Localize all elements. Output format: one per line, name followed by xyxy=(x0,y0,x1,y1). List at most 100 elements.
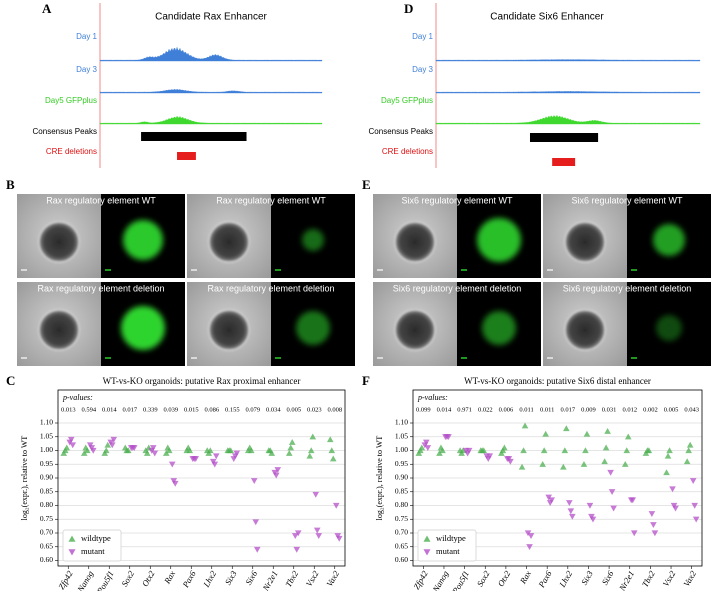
p-value: 0.031 xyxy=(602,406,617,413)
p-value: 0.014 xyxy=(437,406,452,413)
gfp-signal xyxy=(121,306,165,350)
y-tick-label: 0.65 xyxy=(395,541,408,550)
wildtype-marker xyxy=(328,447,336,454)
wildtype-marker xyxy=(104,441,112,448)
wildtype-marker xyxy=(165,447,173,454)
signal-track xyxy=(435,59,701,62)
track-title: Candidate Rax Enhancer xyxy=(155,12,267,23)
mutant-marker xyxy=(672,505,679,512)
mutant-marker xyxy=(293,546,301,553)
mutant-marker xyxy=(253,546,261,553)
mutant-marker xyxy=(212,453,220,460)
gfp-signal xyxy=(302,229,324,251)
legend-label: wildtype xyxy=(436,533,466,543)
mutant-marker xyxy=(445,434,452,441)
y-tick-label: 1.05 xyxy=(40,431,53,440)
wildtype-marker xyxy=(439,447,446,454)
x-tick-label: Nr2e1 xyxy=(616,569,636,591)
x-tick-label: Pax6 xyxy=(536,568,554,590)
cre-deletion xyxy=(177,152,196,160)
wildtype-marker xyxy=(309,433,317,440)
wildtype-marker xyxy=(521,422,529,429)
p-value: 0.017 xyxy=(122,406,137,413)
y-tick-label: 1.10 xyxy=(395,418,408,427)
p-value: 0.005 xyxy=(664,406,679,413)
y-tick-label: 0.95 xyxy=(40,459,53,468)
wildtype-marker xyxy=(480,447,488,454)
p-value: 0.011 xyxy=(540,406,554,413)
wildtype-marker xyxy=(539,460,546,467)
wildtype-marker xyxy=(306,452,314,459)
p-value: 0.971 xyxy=(457,406,472,413)
image-label: Six6 regulatory element WT xyxy=(401,195,513,205)
gfp-signal xyxy=(296,311,330,345)
wildtype-marker xyxy=(542,430,549,437)
p-value: 0.155 xyxy=(225,406,240,413)
x-tick-label: Nanog xyxy=(75,569,95,591)
wildtype-marker xyxy=(520,447,527,454)
mutant-marker xyxy=(589,516,597,523)
cre-deletion xyxy=(552,158,576,166)
wildtype-marker xyxy=(206,447,214,454)
p-value: 0.014 xyxy=(102,406,117,413)
wildtype-marker xyxy=(602,444,610,451)
p-value: 0.009 xyxy=(581,406,596,413)
p-value: 0.043 xyxy=(684,406,699,413)
y-axis-label: log₂(expr.), relative to WT xyxy=(20,436,29,521)
p-value: 0.039 xyxy=(163,406,178,413)
gfp-signal xyxy=(653,224,685,256)
p-value: 0.339 xyxy=(143,406,158,413)
p-value: 0.079 xyxy=(245,406,260,413)
x-tick-label: Vsx2 xyxy=(304,568,321,588)
wildtype-marker xyxy=(247,447,255,454)
mutant-marker xyxy=(607,469,614,476)
organoid xyxy=(394,221,436,263)
x-tick-label: Lhx2 xyxy=(201,568,219,589)
image-label: Rax regulatory element deletion xyxy=(37,283,164,293)
mutant-marker xyxy=(315,533,323,540)
mutant-marker xyxy=(294,530,302,537)
wildtype-marker xyxy=(560,463,567,470)
signal-track xyxy=(435,91,701,94)
plot-frame xyxy=(412,389,703,567)
consensus-peak xyxy=(141,132,247,141)
mutant-marker xyxy=(566,500,573,507)
panel-label: C xyxy=(6,373,15,388)
mutant-marker xyxy=(291,533,299,540)
chart-title: WT-vs-KO organoids: putative Six6 distal… xyxy=(464,376,651,386)
y-tick-label: 0.70 xyxy=(395,528,408,537)
y-tick-label: 0.75 xyxy=(40,514,53,523)
y-tick-label: 1.00 xyxy=(40,445,53,454)
wildtype-marker xyxy=(666,447,673,454)
wildtype-marker xyxy=(63,444,71,451)
y-tick-label: 0.80 xyxy=(40,500,53,509)
wildtype-marker xyxy=(580,460,588,467)
wildtype-marker xyxy=(124,447,132,454)
y-tick-label: 0.95 xyxy=(395,459,408,468)
wildtype-marker xyxy=(285,449,293,456)
mutant-marker xyxy=(689,478,697,485)
wildtype-marker xyxy=(604,427,611,434)
mutant-marker xyxy=(130,445,138,452)
mutant-marker xyxy=(527,533,535,540)
y-tick-label: 0.60 xyxy=(40,555,53,564)
mutant-marker xyxy=(526,544,533,551)
mutant-marker xyxy=(272,472,280,479)
p-value: 0.034 xyxy=(266,406,281,413)
mutant-marker xyxy=(465,447,473,454)
organoid xyxy=(564,221,606,263)
mutant-marker xyxy=(548,497,555,504)
wildtype-marker xyxy=(501,444,508,451)
x-tick-label: Otx2 xyxy=(495,568,512,588)
p-value: 0.006 xyxy=(499,406,514,413)
x-tick-label: Nanog xyxy=(430,569,450,591)
plot-frame xyxy=(57,389,346,567)
organoid xyxy=(38,221,80,263)
image-label: Rax regulatory element WT xyxy=(216,195,326,205)
panel-label: D xyxy=(404,1,413,16)
gfp-signal xyxy=(123,220,163,260)
mutant-marker xyxy=(567,508,575,515)
legend-box xyxy=(417,529,477,562)
x-tick-label: Tbx2 xyxy=(640,568,658,588)
mutant-marker xyxy=(610,505,617,512)
